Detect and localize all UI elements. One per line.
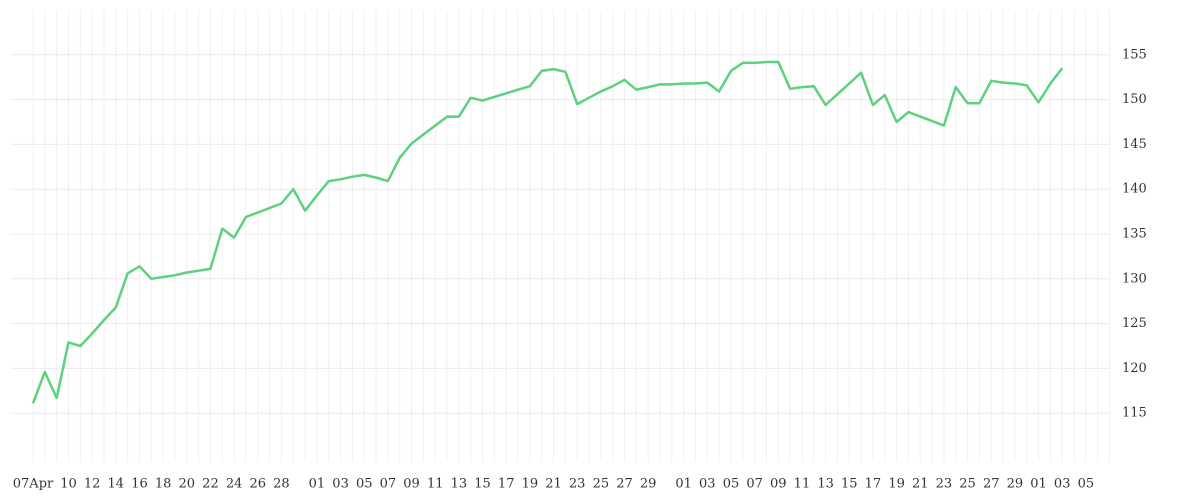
x-tick-label: 19 [888, 477, 905, 492]
x-tick-label: 18 [155, 477, 172, 492]
x-tick-label: 26 [249, 477, 266, 492]
y-tick-label: 120 [1122, 361, 1147, 376]
x-tick-label: 03 [332, 477, 349, 492]
x-tick-label: 29 [1007, 477, 1024, 492]
x-tick-label: 21 [912, 477, 929, 492]
y-tick-label: 125 [1122, 316, 1147, 331]
x-tick-label: 17 [865, 477, 882, 492]
x-tick-label: 21 [545, 477, 562, 492]
x-tick-label: 03 [1054, 477, 1071, 492]
x-tick-label: 27 [983, 477, 1000, 492]
y-tick-label: 130 [1122, 271, 1147, 286]
y-tick-label: 150 [1122, 92, 1147, 107]
y-tick-label: 115 [1122, 406, 1147, 421]
x-tick-label: 23 [936, 477, 953, 492]
x-tick-label: 27 [616, 477, 633, 492]
x-tick-label: 05 [723, 477, 740, 492]
x-tick-label: 22 [202, 477, 219, 492]
x-tick-label: 13 [451, 477, 468, 492]
x-tick-label: 23 [569, 477, 586, 492]
x-tick-label: 17 [498, 477, 515, 492]
x-tick-label: 29 [640, 477, 657, 492]
x-tick-label: 20 [179, 477, 196, 492]
x-tick-label: 19 [522, 477, 539, 492]
x-tick-label: 15 [474, 477, 491, 492]
x-tick-label: 16 [131, 477, 148, 492]
x-tick-label: 15 [841, 477, 858, 492]
x-tick-label: 25 [959, 477, 976, 492]
x-tick-label: 01 [675, 477, 692, 492]
x-tick-label: 01 [309, 477, 326, 492]
x-tick-label: 14 [108, 477, 125, 492]
y-tick-label: 145 [1122, 137, 1147, 152]
x-tick-label: 09 [403, 477, 420, 492]
y-tick-label: 155 [1122, 47, 1147, 62]
x-tick-label: 10 [60, 477, 77, 492]
x-tick-label: 05 [356, 477, 373, 492]
x-tick-label: 07Apr [13, 477, 54, 492]
x-tick-label: 07 [746, 477, 763, 492]
x-tick-label: 01 [1030, 477, 1047, 492]
x-tick-label: 11 [794, 477, 811, 492]
y-tick-label: 135 [1122, 227, 1147, 242]
x-tick-label: 13 [817, 477, 834, 492]
x-tick-label: 11 [427, 477, 444, 492]
x-tick-label: 12 [84, 477, 101, 492]
x-tick-label: 25 [593, 477, 610, 492]
x-tick-label: 24 [226, 477, 243, 492]
x-tick-label: 09 [770, 477, 787, 492]
x-tick-label: 28 [273, 477, 290, 492]
price-line [31, 60, 1064, 404]
x-tick-label: 03 [699, 477, 716, 492]
y-tick-label: 140 [1122, 182, 1147, 197]
x-tick-label: 05 [1078, 477, 1095, 492]
x-tick-label: 07 [380, 477, 397, 492]
